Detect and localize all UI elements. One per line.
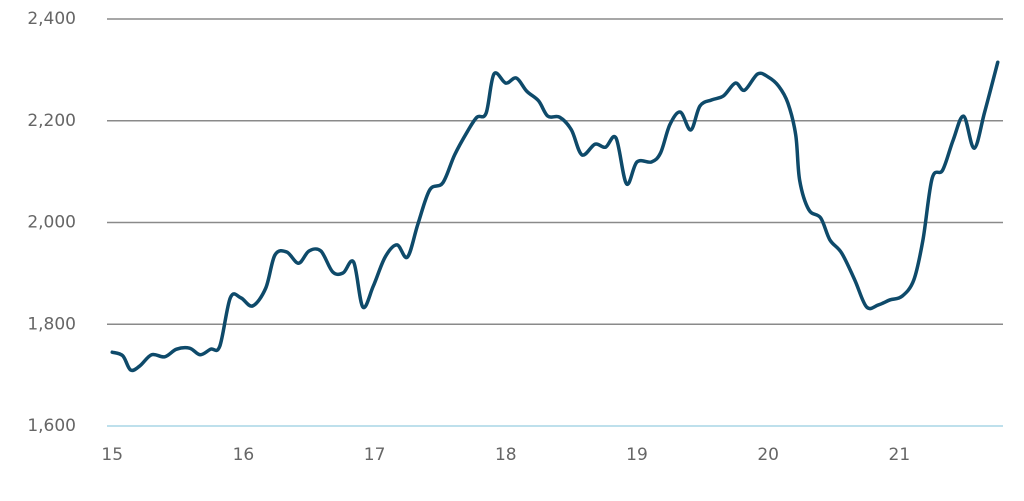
line xyxy=(110,60,1000,373)
x-tick-label: 16 xyxy=(233,445,255,465)
y-tick-label: 1,800 xyxy=(27,314,76,334)
x-tick-label: 21 xyxy=(889,445,911,465)
y-tick-label: 2,200 xyxy=(27,111,76,131)
x-tick-label: 18 xyxy=(495,445,517,465)
x-tick-label: 20 xyxy=(757,445,779,465)
x-tick-label: 17 xyxy=(364,445,386,465)
x-tick-label: 19 xyxy=(626,445,648,465)
y-tick-label: 1,600 xyxy=(27,416,76,436)
x-tick-label: 15 xyxy=(101,445,123,465)
y-tick-label: 2,000 xyxy=(27,213,76,233)
y-tick-label: 2,400 xyxy=(27,9,76,29)
